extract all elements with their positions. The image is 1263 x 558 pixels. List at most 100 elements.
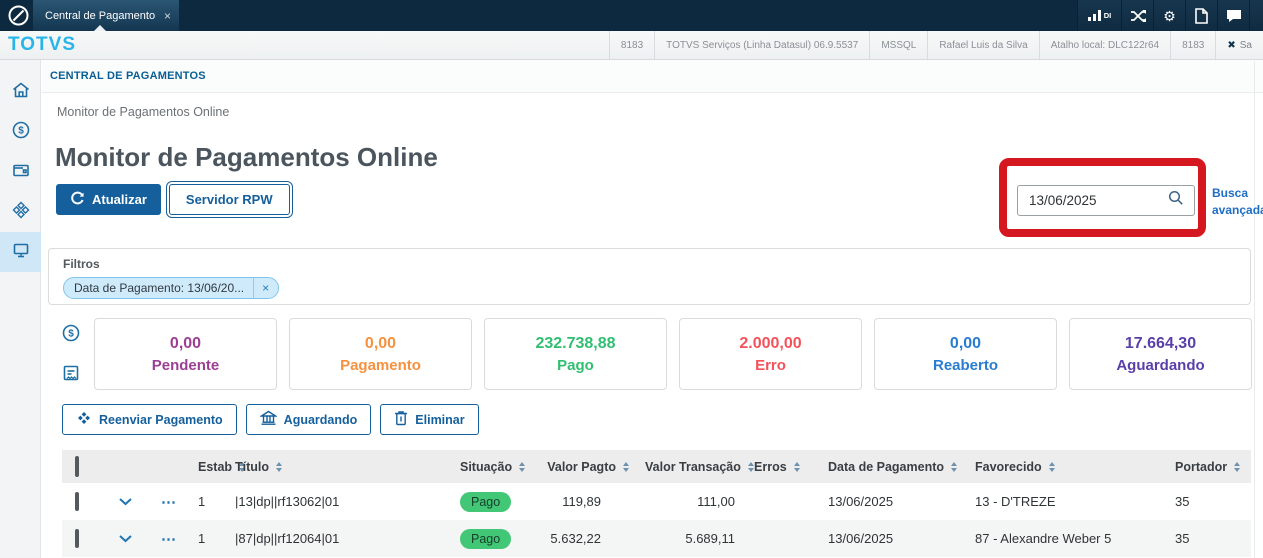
sidebar-item-carteira[interactable] — [0, 152, 41, 192]
row-checkbox[interactable] — [75, 529, 79, 548]
payments-table: Estab Título Situação Valor Pagto Valor … — [62, 450, 1251, 557]
card-label: Erro — [755, 356, 786, 374]
summary-view-toggles: $ — [61, 323, 81, 387]
currency-view-icon[interactable]: $ — [61, 323, 81, 348]
cell-valor-transacao: 111,00 — [697, 494, 735, 509]
column-header-data-pagamento[interactable]: Data de Pagamento — [808, 460, 965, 474]
summary-card-pago[interactable]: 232.738,88 Pago — [484, 318, 667, 390]
advanced-search-line1: Busca — [1212, 186, 1249, 200]
svg-text:$: $ — [68, 328, 74, 339]
gear-icon[interactable]: ⚙ — [1153, 0, 1185, 31]
breadcrumb: Monitor de Pagamentos Online — [57, 105, 230, 119]
delete-label: Eliminar — [415, 412, 465, 427]
column-header-valor-transacao[interactable]: Valor Transação — [635, 460, 754, 474]
sidebar-item-financeiro[interactable]: $ — [0, 112, 41, 152]
chat-icon[interactable] — [1217, 0, 1249, 31]
topbar-icon-group: DI ⚙ ? — [1077, 0, 1263, 31]
filters-panel: Filtros Data de Pagamento: 13/06/20... × — [48, 248, 1251, 305]
resend-label: Reenviar Pagamento — [99, 412, 223, 427]
summary-card-reaberto[interactable]: 0,00 Reaberto — [874, 318, 1057, 390]
resend-payment-button[interactable]: Reenviar Pagamento — [62, 404, 237, 435]
shuffle-icon[interactable] — [1121, 0, 1153, 31]
filters-label: Filtros — [63, 257, 100, 271]
document-icon[interactable] — [1185, 0, 1217, 31]
advanced-search-link[interactable]: Busca avançada — [1212, 185, 1263, 219]
column-header-erros[interactable]: Erros — [750, 460, 808, 474]
bank-icon — [258, 410, 278, 429]
waiting-button[interactable]: Aguardando — [245, 404, 372, 435]
list-view-icon[interactable] — [62, 364, 80, 387]
cell-titulo: |13|dp||rf13062|01 — [235, 494, 340, 509]
column-header-favorecido[interactable]: Favorecido — [965, 460, 1160, 474]
summary-card-pendente[interactable]: 0,00 Pendente — [94, 318, 277, 390]
card-label: Pagamento — [340, 356, 421, 374]
card-label: Pago — [557, 356, 594, 374]
sort-icon — [747, 461, 754, 472]
refresh-icon — [70, 191, 85, 209]
app-tab[interactable]: Central de Pagamento × — [33, 0, 179, 31]
chevron-down-icon[interactable] — [118, 531, 133, 546]
card-value: 232.738,88 — [535, 334, 616, 352]
row-actions-toolbar: Reenviar Pagamento Aguardando Eliminar — [62, 404, 479, 435]
help-icon[interactable]: ? — [1249, 0, 1263, 31]
card-label: Pendente — [151, 356, 220, 374]
summary-card-aguardando[interactable]: 17.664,30 Aguardando — [1069, 318, 1252, 390]
chevron-down-icon[interactable] — [118, 494, 133, 509]
card-label: Aguardando — [1116, 356, 1205, 374]
summary-card-pagamento[interactable]: 0,00 Pagamento — [289, 318, 472, 390]
refresh-label: Atualizar — [92, 192, 147, 207]
sidebar-item-home[interactable] — [0, 72, 41, 112]
module-bar: CENTRAL DE PAGAMENTOS — [42, 60, 1263, 93]
column-header-situacao[interactable]: Situação — [452, 460, 540, 474]
wallet-icon — [11, 160, 31, 185]
filter-chip-close-icon[interactable]: × — [253, 278, 278, 298]
session-shortcut: Atalho local: DLC122r64 — [1038, 31, 1170, 59]
column-header-valor-pagto[interactable]: Valor Pagto — [540, 460, 635, 474]
search-icon[interactable] — [1167, 189, 1185, 212]
column-header-estab[interactable]: Estab — [190, 460, 246, 474]
page-title: Monitor de Pagamentos Online — [55, 142, 438, 172]
sort-icon — [519, 461, 526, 472]
toolbar: Atualizar Servidor RPW — [56, 181, 293, 218]
home-icon — [11, 80, 31, 105]
browser-top-bar: Central de Pagamento × DI ⚙ — [0, 0, 1263, 31]
tab-notch — [94, 25, 106, 31]
row-actions-menu-icon[interactable]: ⋯ — [161, 493, 177, 511]
summary-card-erro[interactable]: 2.000,00 Erro — [679, 318, 862, 390]
tab-title: Central de Pagamento — [45, 9, 156, 22]
select-all-checkbox[interactable] — [75, 455, 79, 477]
cell-data-pagamento: 13/06/2025 — [828, 531, 894, 546]
diamond-grid-icon — [76, 410, 92, 429]
trash-icon — [394, 410, 408, 429]
sidebar-item-modulos[interactable] — [0, 192, 41, 232]
date-search-field[interactable] — [1017, 185, 1195, 216]
card-value: 17.664,30 — [1124, 334, 1197, 352]
column-header-portador[interactable]: Portador — [1160, 460, 1251, 474]
cell-favorecido: 13 - D'TREZE — [975, 494, 1056, 509]
sidebar: $ — [0, 60, 41, 558]
cell-valor-pagto: 119,89 — [562, 494, 601, 509]
row-actions-menu-icon[interactable]: ⋯ — [161, 530, 177, 548]
row-checkbox[interactable] — [75, 492, 79, 511]
delete-button[interactable]: Eliminar — [380, 404, 479, 435]
logout-button[interactable]: ✖ Sa — [1215, 31, 1263, 59]
date-search-input[interactable] — [1029, 193, 1167, 208]
session-branch: 8183 — [1170, 31, 1215, 59]
refresh-button[interactable]: Atualizar — [56, 184, 161, 215]
module-title: CENTRAL DE PAGAMENTOS — [50, 70, 206, 82]
tab-close-icon[interactable]: × — [163, 8, 171, 23]
cell-portador: 35 — [1175, 494, 1190, 509]
cell-portador: 35 — [1175, 531, 1190, 546]
sidebar-item-monitor[interactable] — [0, 232, 41, 272]
card-label: Reaberto — [932, 356, 999, 374]
insights-panel-icon[interactable]: DI — [1077, 0, 1121, 31]
column-header-titulo[interactable]: Título — [232, 460, 452, 474]
totvs-logo-icon — [7, 4, 30, 27]
rpw-server-button[interactable]: Servidor RPW — [165, 181, 293, 218]
cell-estab: 1 — [198, 494, 206, 509]
table-row: ⋯ 1 |87|dp||rf12064|01 Pago 5.632,22 5.6… — [62, 520, 1251, 557]
dollar-circle-icon: $ — [11, 120, 31, 145]
cell-data-pagamento: 13/06/2025 — [828, 494, 894, 509]
session-user: Rafael Luis da Silva — [927, 31, 1038, 59]
cell-favorecido: 87 - Alexandre Weber 5 — [975, 531, 1112, 546]
